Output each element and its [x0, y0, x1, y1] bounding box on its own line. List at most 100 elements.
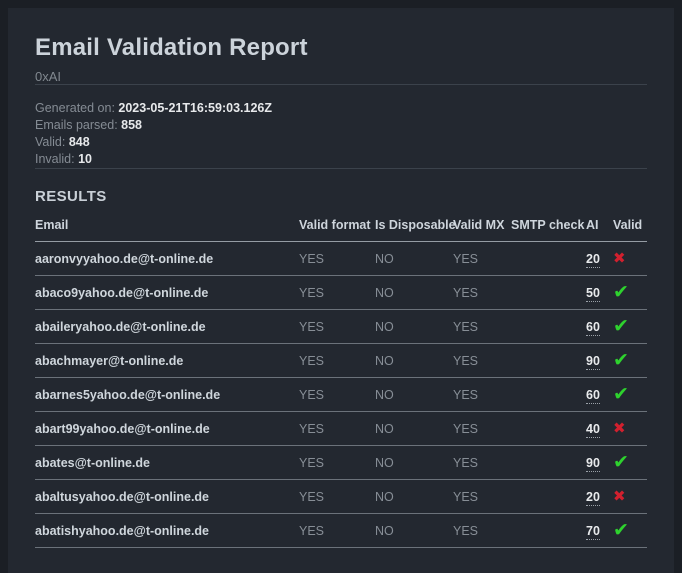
smtp-check-cell [511, 309, 586, 344]
ai-cell: 90 [586, 445, 613, 480]
email-cell: abarnes5yahoo.de@t-online.de [35, 377, 299, 412]
valid-format-cell: YES [299, 411, 375, 446]
table-row: abart99yahoo.de@t-online.de YES NO YES 4… [35, 411, 647, 446]
valid-mx-cell: YES [453, 343, 511, 378]
report-meta: Generated on: 2023-05-21T16:59:03.126Z E… [35, 100, 647, 168]
valid-cell: ✖ [613, 411, 647, 446]
valid-cell: ✔ [613, 377, 647, 412]
section-divider [35, 168, 647, 169]
meta-generated-label: Generated on: [35, 101, 119, 115]
is-disposable-cell: NO [375, 479, 453, 514]
smtp-check-cell [511, 377, 586, 412]
valid-cell: ✔ [613, 309, 647, 344]
ai-score[interactable]: 60 [586, 319, 600, 336]
ai-score[interactable]: 50 [586, 285, 600, 302]
valid-cell: ✔ [613, 275, 647, 310]
ai-score[interactable]: 70 [586, 523, 600, 540]
valid-format-cell: YES [299, 513, 375, 548]
is-disposable-cell: NO [375, 275, 453, 310]
meta-invalid-value: 10 [78, 152, 92, 166]
smtp-check-cell [511, 241, 586, 276]
x-icon: ✖ [613, 420, 626, 437]
valid-format-cell: YES [299, 445, 375, 480]
valid-mx-cell: YES [453, 377, 511, 412]
ai-score[interactable]: 90 [586, 455, 600, 472]
valid-mx-cell: YES [453, 275, 511, 310]
valid-cell: ✖ [613, 479, 647, 514]
smtp-check-cell [511, 445, 586, 480]
valid-mx-cell: YES [453, 445, 511, 480]
is-disposable-cell: NO [375, 343, 453, 378]
page-subtitle: 0xAI [35, 69, 62, 84]
section-divider [35, 84, 647, 85]
valid-cell: ✖ [613, 241, 647, 276]
column-header-email: Email [35, 218, 299, 242]
column-header-valid: Valid [613, 218, 647, 242]
table-row: abaltusyahoo.de@t-online.de YES NO YES 2… [35, 479, 647, 514]
column-header-smtp-check: SMTP check [511, 218, 586, 242]
ai-score[interactable]: 40 [586, 421, 600, 438]
meta-parsed-label: Emails parsed: [35, 118, 122, 132]
smtp-check-cell [511, 343, 586, 378]
valid-format-cell: YES [299, 479, 375, 514]
column-header-ai: AI [586, 218, 613, 242]
smtp-check-cell [511, 275, 586, 310]
column-header-valid-mx: Valid MX [453, 218, 511, 242]
valid-mx-cell: YES [453, 309, 511, 344]
table-header-row: Email Valid format Is Disposable Valid M… [35, 218, 647, 242]
ai-score[interactable]: 20 [586, 489, 600, 506]
valid-cell: ✔ [613, 343, 647, 378]
valid-format-cell: YES [299, 241, 375, 276]
check-icon: ✔ [613, 384, 629, 405]
x-icon: ✖ [613, 488, 626, 505]
ai-score[interactable]: 90 [586, 353, 600, 370]
ai-cell: 90 [586, 343, 613, 378]
valid-mx-cell: YES [453, 479, 511, 514]
meta-invalid: Invalid: 10 [35, 151, 647, 168]
email-cell: abaltusyahoo.de@t-online.de [35, 479, 299, 514]
check-icon: ✔ [613, 350, 629, 371]
valid-format-cell: YES [299, 275, 375, 310]
is-disposable-cell: NO [375, 309, 453, 344]
ai-cell: 20 [586, 241, 613, 276]
smtp-check-cell [511, 513, 586, 548]
table-row: abaco9yahoo.de@t-online.de YES NO YES 50… [35, 275, 647, 310]
ai-score[interactable]: 20 [586, 251, 600, 268]
ai-cell: 70 [586, 513, 613, 548]
is-disposable-cell: NO [375, 513, 453, 548]
valid-mx-cell: YES [453, 411, 511, 446]
valid-mx-cell: YES [453, 513, 511, 548]
results-table: Email Valid format Is Disposable Valid M… [35, 218, 647, 548]
ai-cell: 40 [586, 411, 613, 446]
meta-valid: Valid: 848 [35, 134, 647, 151]
column-header-is-disposable: Is Disposable [375, 218, 456, 242]
meta-generated: Generated on: 2023-05-21T16:59:03.126Z [35, 100, 647, 117]
valid-cell: ✔ [613, 445, 647, 480]
page-title: Email Validation Report [35, 34, 308, 61]
table-row: abates@t-online.de YES NO YES 90 ✔ [35, 445, 647, 480]
valid-cell: ✔ [613, 513, 647, 548]
is-disposable-cell: NO [375, 377, 453, 412]
email-cell: abatishyahoo.de@t-online.de [35, 513, 299, 548]
valid-format-cell: YES [299, 343, 375, 378]
column-header-valid-format: Valid format [299, 218, 375, 242]
is-disposable-cell: NO [375, 445, 453, 480]
x-icon: ✖ [613, 250, 626, 267]
meta-parsed-value: 858 [121, 118, 143, 132]
meta-valid-label: Valid: [35, 135, 69, 149]
table-row: abarnes5yahoo.de@t-online.de YES NO YES … [35, 377, 647, 412]
email-cell: abart99yahoo.de@t-online.de [35, 411, 299, 446]
valid-format-cell: YES [299, 377, 375, 412]
email-cell: aaronvyyahoo.de@t-online.de [35, 241, 299, 276]
email-validation-report: Email Validation Report 0xAI Generated o… [8, 8, 674, 573]
ai-cell: 60 [586, 377, 613, 412]
ai-cell: 20 [586, 479, 613, 514]
results-heading: RESULTS [35, 188, 107, 205]
ai-cell: 60 [586, 309, 613, 344]
table-row: abaileryahoo.de@t-online.de YES NO YES 6… [35, 309, 647, 344]
meta-valid-value: 848 [68, 135, 90, 149]
ai-score[interactable]: 60 [586, 387, 600, 404]
meta-parsed: Emails parsed: 858 [35, 117, 647, 134]
check-icon: ✔ [613, 316, 629, 337]
